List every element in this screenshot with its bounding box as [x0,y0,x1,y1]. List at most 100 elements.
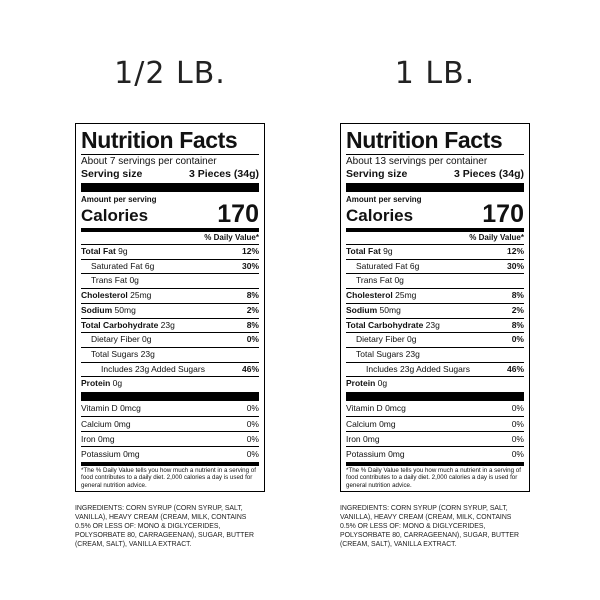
servings: About 13 servings per container [346,156,488,167]
nutrient-row: Protein 0g [346,376,524,391]
nutrient-amount: 50mg [114,304,136,315]
daily-value: 0% [511,434,524,444]
daily-value: 30% [506,260,524,271]
nutrient-name: Saturated Fat [356,260,408,271]
nutrient-amount: 23g [425,319,440,330]
nutrient-name: Sodium [346,304,378,315]
medium-bar [81,228,259,232]
ingredients: INGREDIENTS: CORN SYRUP (CORN SYRUP, SAL… [75,505,254,548]
nutrient-row: Saturated Fat 6g 30% [346,258,524,274]
serving-size-label: Serving size [346,168,408,180]
servings: About 7 servings per container [81,156,217,167]
nutrient-name: Total Fat [81,246,116,256]
nutrient-row: Dietary Fiber 0g 0% [346,332,524,347]
nutrient-name: Potassium [346,449,386,459]
nutrient-amount: 0mg [114,419,131,429]
nutrient-row: Iron 0mg 0% [346,431,524,446]
daily-value: 12% [506,246,524,256]
nutrient-row: Vitamin D 0mcg 0% [346,401,524,416]
nutrient-amount: 6g [409,260,420,271]
label-title: Nutrition Facts [346,127,503,153]
calories-value: 170 [217,200,259,228]
daily-value: 8% [246,319,259,330]
thick-bar [346,392,524,401]
medium-bar [346,228,524,232]
nutrient-row: Trans Fat 0g [81,273,259,288]
nutrient-amount: 0mcg [385,403,406,413]
nutrient-row: Saturated Fat 6g 30% [81,258,259,274]
nutrient-name: Cholesterol [346,290,393,301]
daily-value: 12% [241,246,259,256]
nutrient-row: Total Sugars 23g [81,346,259,362]
nutrient-row: Potassium 0mg 0% [81,446,259,461]
thick-bar [81,183,259,192]
nutrient-amount: 0mcg [120,403,141,413]
nutrient-name: Cholesterol [81,290,128,301]
serving-size-value: 3 Pieces (34g) [453,168,524,180]
nutrient-amount: 0g [407,334,417,345]
daily-value: 2% [246,304,259,315]
daily-value: 0% [246,449,259,459]
nutrient-name: Protein [346,378,376,389]
serving-size-value: 3 Pieces (34g) [188,168,259,180]
nutrient-row: Trans Fat 0g [346,273,524,288]
nutrition-label: Nutrition Facts About 13 servings per con… [340,123,530,492]
nutrient-amount: 0g [112,378,123,389]
rule [346,154,524,155]
daily-value: 0% [246,434,259,444]
nutrient-name: Iron [346,434,361,444]
nutrient-name: Total Carbohydrate [81,319,159,330]
daily-value: 46% [241,363,259,374]
nutrient-name: Vitamin D [346,403,383,413]
nutrient-amount: 0g [142,334,152,345]
nutrient-amount: 0mg [363,434,380,444]
nutrient-name: Saturated Fat [91,260,143,271]
nutrient-name: Protein [81,378,111,389]
nutrient-name: Vitamin D [81,403,118,413]
daily-value: 0% [511,449,524,459]
nutrient-amount: 9g [118,246,128,256]
daily-value: 2% [511,304,524,315]
daily-value-header: % Daily Value* [204,233,259,242]
nutrient-name: Total Sugars [356,348,404,359]
nutrition-label: Nutrition Facts About 7 servings per cont… [75,123,265,492]
nutrient-row: Calcium 0mg 0% [346,416,524,431]
nutrient-amount: 9g [383,246,393,256]
nutrient-amount: 0g [129,275,139,286]
nutrient-name: Trans Fat [356,275,393,286]
daily-value: 8% [511,319,524,330]
daily-value: 0% [511,334,524,345]
medium-bar [81,462,259,466]
nutrient-row: Includes 23g Added Sugars 46% [81,361,259,377]
daily-value: 0% [246,419,259,429]
amount-per-serving: Amount per serving [81,195,157,204]
thick-bar [346,183,524,192]
nutrient-amount: 25mg [395,290,417,301]
daily-value: 30% [241,260,259,271]
medium-bar [346,462,524,466]
nutrient-amount: 50mg [379,304,401,315]
nutrient-name: Includes 23g Added Sugars [366,363,470,374]
nutrient-row: Includes 23g Added Sugars 46% [346,361,524,377]
nutrient-name: Sodium [81,304,113,315]
rule [81,154,259,155]
nutrient-amount: 23g [160,319,175,330]
daily-value: 0% [246,334,259,345]
nutrient-row: Iron 0mg 0% [81,431,259,446]
nutrient-amount: 23g [405,348,420,359]
nutrient-amount: 0mg [123,449,140,459]
nutrient-name: Iron [81,434,96,444]
nutrient-amount: 23g [140,348,155,359]
nutrient-name: Dietary Fiber [356,334,405,345]
nutrient-row: Cholesterol 25mg 8% [346,288,524,303]
nutrient-name: Total Sugars [91,348,139,359]
nutrient-row: Potassium 0mg 0% [346,446,524,461]
daily-value: 0% [511,403,524,413]
size-heading: 1/2 LB. [114,56,226,91]
amount-per-serving: Amount per serving [346,195,422,204]
thick-bar [81,392,259,401]
calories-label: Calories [346,206,414,225]
daily-value: 46% [506,363,524,374]
nutrient-name: Calcium [81,419,112,429]
nutrient-amount: 25mg [130,290,152,301]
